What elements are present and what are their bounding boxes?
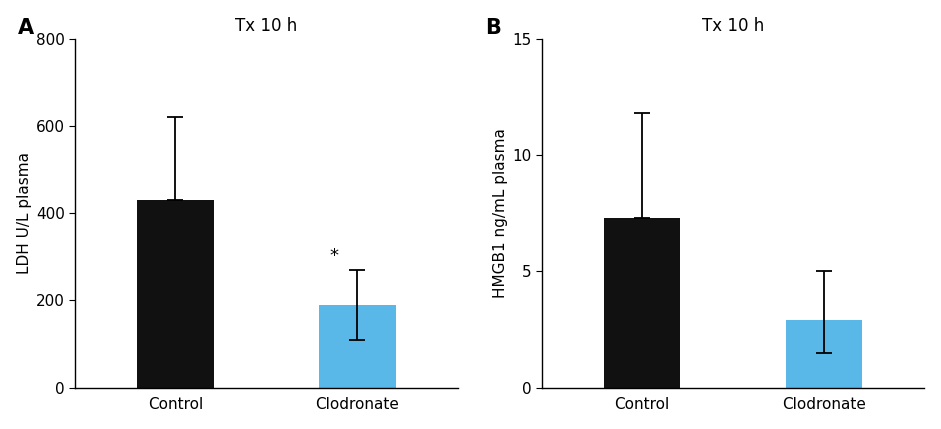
Y-axis label: LDH U/L plasma: LDH U/L plasma: [17, 152, 32, 274]
Text: A: A: [18, 18, 34, 38]
Bar: [786, 320, 863, 388]
Bar: [319, 305, 395, 388]
Text: *: *: [329, 247, 338, 265]
Title: Tx 10 h: Tx 10 h: [702, 17, 764, 35]
Y-axis label: HMGB1 ng/mL plasma: HMGB1 ng/mL plasma: [493, 128, 508, 298]
Bar: [137, 200, 214, 388]
Text: B: B: [485, 18, 501, 38]
Title: Tx 10 h: Tx 10 h: [235, 17, 297, 35]
Bar: [604, 218, 680, 388]
